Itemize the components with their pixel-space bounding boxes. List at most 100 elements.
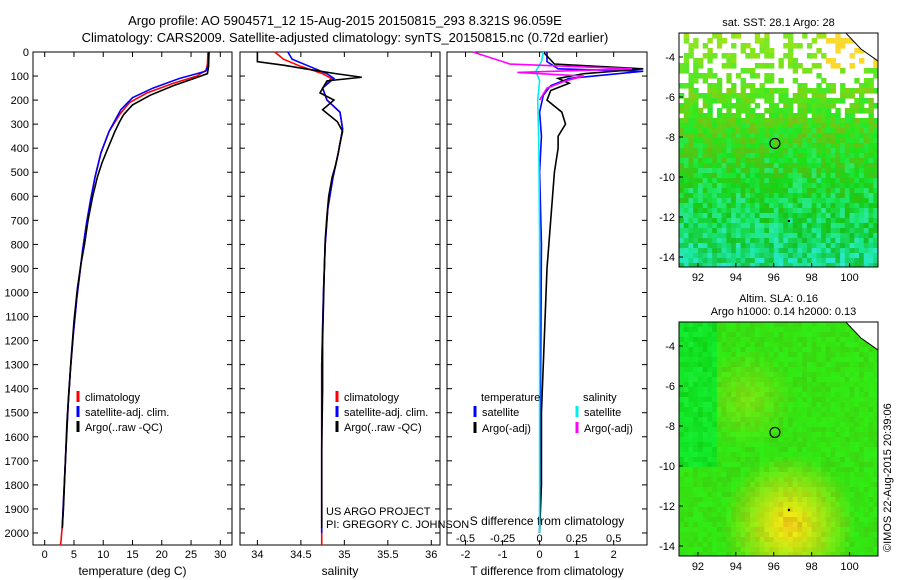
y-tick-label: 1600	[5, 432, 29, 444]
x-tick-label: 98	[806, 272, 818, 284]
x-tick-label: 35.5	[377, 549, 398, 561]
y-tick-label: 1800	[5, 480, 29, 492]
y-tick-label: 1700	[5, 456, 29, 468]
y-tick-label: -12	[659, 501, 675, 513]
y-tick-label: 2000	[5, 528, 29, 540]
y-tick-label: -6	[665, 381, 675, 393]
legend-entry: satellite	[482, 407, 519, 419]
y-tick-label: -12	[659, 212, 675, 224]
y-tick-label: 300	[11, 119, 29, 131]
map-title: Altim. SLA: 0.16	[739, 293, 818, 305]
x-tick-label: 5	[71, 549, 77, 561]
y-tick-label: -4	[665, 52, 675, 64]
x-tick-label: 94	[730, 272, 742, 284]
y-tick-label: 1100	[5, 312, 29, 324]
credit-stamp: ©IMOS 22-Aug-2015 20:39:06	[882, 403, 894, 552]
plot-frame	[32, 51, 233, 546]
island-marker	[787, 219, 791, 223]
legend-entry: climatology	[85, 392, 141, 404]
header-line2: Climatology: CARS2009. Satellite-adjuste…	[82, 30, 609, 45]
y-tick-label: 700	[11, 215, 29, 227]
series-line-argo	[61, 52, 210, 529]
x-axis-label: salinity	[322, 564, 359, 578]
x-tick-label: 94	[730, 561, 742, 573]
legend-entry: Argo(..raw -QC)	[344, 422, 422, 434]
map-frame	[678, 32, 879, 268]
sla-map-plot: 92 94 96 98 100 -4 -6 -8 -10 -12 -14 Altim. SLA: 0.…	[659, 293, 879, 573]
y-tick-label: 1500	[5, 408, 29, 420]
x-tick-label: 92	[692, 561, 704, 573]
x2-tick-label: 0.25	[566, 533, 587, 545]
x-tick-label: 100	[840, 561, 858, 573]
y-tick-label: 1900	[5, 504, 29, 516]
x2-tick-label: 0.5	[606, 533, 621, 545]
y-tick-label: 600	[11, 191, 29, 203]
sla-grid	[679, 322, 878, 556]
x-tick-label: 96	[768, 561, 780, 573]
argo-float-marker	[769, 426, 781, 439]
map-subtitle: Argo h1000: 0.14 h2000: 0.13	[711, 306, 857, 318]
legend-entry: satellite-adj. clim.	[85, 407, 169, 419]
x-tick-label: 35	[338, 549, 350, 561]
sst-map-plot: 92 94 96 98 100 -4 -6 -8 -10 -12 -14 sat. SST: 28.1…	[659, 17, 879, 284]
x-tick-label: 2	[611, 549, 617, 561]
x2-axis-label: S difference from climatology	[470, 514, 625, 528]
y-tick-label: -10	[659, 461, 675, 473]
sst-grid	[679, 33, 878, 267]
y-tick-label: 1400	[5, 384, 29, 396]
x-tick-label: 92	[692, 272, 704, 284]
y-tick-label: -8	[665, 132, 675, 144]
plot-frame	[446, 51, 648, 546]
y-tick-label: 0	[23, 47, 29, 59]
y-tick-label: 800	[11, 239, 29, 251]
argo-float-marker	[769, 137, 781, 150]
legend-entry: satellite-adj. clim.	[344, 407, 428, 419]
map-title: sat. SST: 28.1 Argo: 28	[722, 17, 835, 29]
y-tick-label: 1000	[5, 287, 29, 299]
x2-tick-label: -0.25	[490, 533, 515, 545]
y-tick-label: -10	[659, 172, 675, 184]
coastline	[845, 322, 878, 351]
series-line-argo	[256, 52, 362, 529]
y-tick-label: -6	[665, 92, 675, 104]
y-tick-label: 100	[11, 71, 29, 83]
y-tick-label: -14	[659, 252, 675, 264]
x2-tick-label: 0	[537, 533, 543, 545]
x2-tick-label: -0.5	[456, 533, 475, 545]
legend-entry: Argo(-adj)	[482, 423, 531, 435]
legend-header-salinity: salinity	[583, 392, 617, 404]
x-tick-label: 10	[97, 549, 109, 561]
y-tick-label: 400	[11, 143, 29, 155]
x-tick-label: 15	[126, 549, 138, 561]
x-tick-label: 0	[42, 549, 48, 561]
x-tick-label: 1	[574, 549, 580, 561]
y-tick-label: 200	[11, 95, 29, 107]
island-marker	[787, 508, 791, 512]
y-tick-label: -4	[665, 341, 675, 353]
x-tick-label: 34.5	[290, 549, 311, 561]
y-tick-label: 1200	[5, 336, 29, 348]
legend-entry: climatology	[344, 392, 400, 404]
legend-header-temperature: temperature	[481, 392, 540, 404]
x-tick-label: 36	[425, 549, 437, 561]
header-line1: Argo profile: AO 5904571_12 15-Aug-2015 …	[128, 13, 562, 28]
x-tick-label: 20	[156, 549, 168, 561]
x-axis-label: T difference from climatology	[470, 564, 624, 578]
legend-entry: Argo(-adj)	[584, 423, 633, 435]
difference-profile-plot: -2 -1 0 1 2 -0.5 -0.25 0 0.25 0.5 S difference fro…	[446, 51, 648, 578]
x-tick-label: 25	[185, 549, 197, 561]
x-tick-label: 34	[251, 549, 263, 561]
x-tick-label: -1	[498, 549, 508, 561]
y-tick-label: -8	[665, 421, 675, 433]
y-tick-label: 900	[11, 263, 29, 275]
y-tick-label: 1300	[5, 360, 29, 372]
x-tick-label: 0	[537, 549, 543, 561]
x-tick-label: -2	[461, 549, 471, 561]
x-tick-label: 30	[214, 549, 226, 561]
x-axis-label: temperature (deg C)	[78, 564, 186, 578]
salinity-profile-plot: 34 34.5 35 35.5 36 salinity climatology satelli…	[239, 51, 441, 578]
series-line-s-satellite	[535, 51, 545, 533]
coastline	[845, 33, 878, 62]
x-tick-label: 98	[806, 561, 818, 573]
map-frame	[678, 321, 879, 557]
